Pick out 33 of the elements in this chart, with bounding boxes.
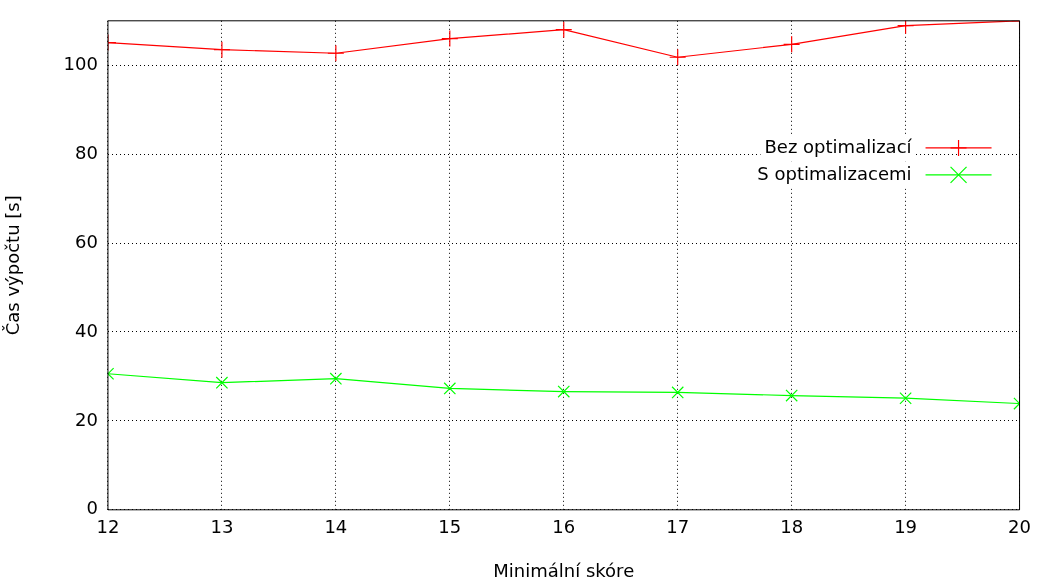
y-tick-label: 20: [75, 408, 98, 430]
x-tick-label: 18: [780, 516, 804, 538]
point: [897, 20, 915, 35]
y-tick-label: 0: [86, 497, 98, 519]
point: [215, 376, 229, 389]
point: [785, 389, 798, 402]
point: [669, 48, 687, 66]
point: [671, 386, 684, 399]
legend-label: S optimalizacemi: [757, 162, 912, 184]
x-tick-label: 12: [96, 516, 120, 538]
point: [329, 372, 343, 385]
point: [557, 385, 571, 398]
point: [327, 44, 345, 62]
point: [555, 21, 573, 39]
x-tick-label: 16: [552, 516, 576, 538]
x-tick-label: 19: [894, 516, 918, 538]
x-tick-label: 13: [210, 516, 234, 538]
x-tick-label: 14: [324, 516, 348, 538]
x-tick-label: 15: [438, 516, 462, 538]
x-tick-label: 17: [666, 516, 690, 538]
point: [213, 41, 231, 59]
y-tick-label: 100: [63, 52, 98, 74]
point: [443, 382, 457, 395]
y-tick-label: 60: [75, 230, 98, 252]
point: [899, 391, 912, 405]
x-axis-title: Minimální skóre: [493, 559, 635, 581]
legend-label: Bez optimalizací: [764, 135, 913, 157]
y-axis-title: Čas výpočtu [s]: [2, 195, 24, 336]
y-tick-label: 80: [75, 141, 98, 163]
point: [783, 35, 801, 53]
x-tick-label: 20: [1008, 516, 1031, 538]
point: [441, 29, 459, 48]
y-tick-label: 40: [75, 319, 98, 341]
